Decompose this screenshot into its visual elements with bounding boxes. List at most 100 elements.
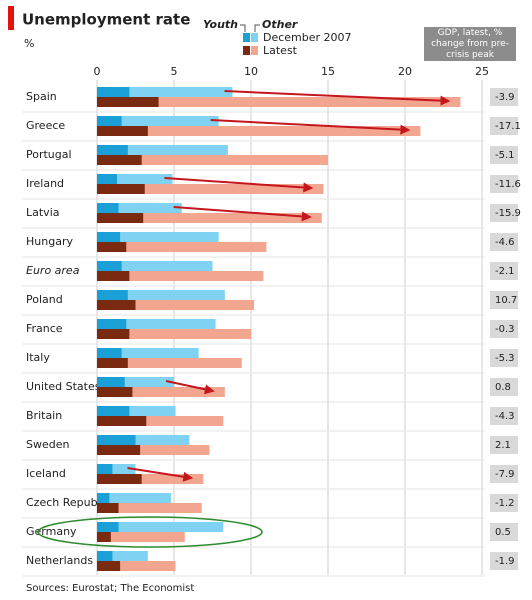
bar-other	[97, 155, 142, 165]
bar-other	[97, 406, 130, 416]
bar-other	[97, 126, 148, 136]
gdp-header: GDP, latest, % change from pre-crisis pe…	[424, 27, 516, 61]
bar-other	[97, 348, 122, 358]
gdp-box	[490, 175, 518, 193]
gdp-box	[490, 291, 518, 309]
category-label: Britain	[26, 409, 62, 422]
bar-youth	[97, 145, 228, 155]
category-label: Euro area	[26, 264, 80, 277]
gdp-value: -17.1	[495, 121, 521, 132]
gdp-box	[490, 552, 518, 570]
bar-youth	[97, 174, 173, 184]
gdp-value: -1.2	[495, 498, 515, 509]
bar-youth	[97, 377, 174, 387]
bar-other	[97, 145, 128, 155]
bar-youth	[97, 97, 461, 107]
bar-youth	[97, 561, 176, 571]
gdp-value: -3.9	[495, 92, 515, 103]
legend-group-label: Other	[262, 18, 298, 31]
bar-youth	[97, 474, 204, 484]
gdp-value: -5.1	[495, 150, 515, 161]
bar-youth	[97, 329, 251, 339]
legend-swatch	[251, 46, 258, 55]
bar-youth	[97, 522, 224, 532]
bar-youth	[97, 435, 190, 445]
gdp-value: -11.6	[495, 179, 521, 190]
unit-label: %	[24, 37, 34, 50]
gdp-box	[490, 146, 518, 164]
arrow	[224, 90, 451, 106]
gdp-box	[490, 88, 518, 106]
bar-other	[97, 300, 136, 310]
bar-other	[97, 551, 113, 561]
legend-group-label: Youth	[203, 18, 238, 31]
bar-youth	[97, 300, 255, 310]
arrow	[165, 380, 215, 395]
bar-youth	[97, 358, 242, 368]
gdp-value: -4.6	[495, 237, 515, 248]
bar-other	[97, 493, 110, 503]
category-label: Poland	[26, 293, 63, 306]
bar-youth	[97, 416, 224, 426]
bar-other	[97, 503, 119, 513]
brand-mark	[8, 6, 14, 30]
x-tick-label: 10	[244, 65, 258, 78]
bar-youth	[97, 551, 148, 561]
legend-swatch	[243, 33, 250, 42]
category-label: Germany	[26, 525, 77, 538]
bar-youth	[97, 213, 322, 223]
category-label: Netherlands	[26, 554, 93, 567]
x-tick-label: 25	[475, 65, 489, 78]
gdp-box	[490, 262, 518, 280]
gdp-value: -4.3	[495, 411, 515, 422]
bar-other	[97, 387, 133, 397]
category-label: Latvia	[26, 206, 60, 219]
gdp-value: -2.1	[495, 266, 515, 277]
x-tick-label: 20	[398, 65, 412, 78]
gdp-value: -7.9	[495, 469, 515, 480]
bar-other	[97, 329, 130, 339]
gdp-value: 2.1	[495, 440, 511, 451]
bar-other	[97, 261, 122, 271]
source: Sources: Eurostat; The Economist	[26, 583, 194, 594]
bar-youth	[97, 87, 233, 97]
bar-youth	[97, 503, 202, 513]
gdp-value: -0.3	[495, 324, 515, 335]
legend-swatch	[243, 46, 250, 55]
arrow	[127, 467, 194, 482]
gdp-value: 10.7	[495, 295, 517, 306]
legend-label: December 2007	[263, 31, 352, 44]
gdp-value: 0.8	[495, 382, 511, 393]
category-label: Sweden	[26, 438, 69, 451]
bar-other	[97, 97, 159, 107]
bar-youth	[97, 242, 267, 252]
bar-other	[97, 319, 127, 329]
bar-other	[97, 445, 141, 455]
bar-youth	[97, 319, 216, 329]
gdp-box	[490, 523, 518, 541]
category-label: Greece	[26, 119, 65, 132]
gdp-box	[490, 349, 518, 367]
category-label: Italy	[26, 351, 50, 364]
gdp-box	[490, 233, 518, 251]
bar-youth	[97, 445, 210, 455]
bar-other	[97, 561, 121, 571]
bar-other	[97, 184, 145, 194]
gdp-box	[490, 494, 518, 512]
bar-youth	[97, 232, 219, 242]
gdp-box	[490, 436, 518, 454]
bar-youth	[97, 387, 225, 397]
bar-other	[97, 532, 111, 542]
category-label: France	[26, 322, 63, 335]
arrow	[210, 119, 411, 135]
chart-title: Unemployment rate	[22, 11, 190, 29]
gdp-value: -15.9	[495, 208, 521, 219]
legend-swatch	[251, 33, 258, 42]
legend-bracket	[240, 24, 260, 32]
bar-other	[97, 242, 127, 252]
highlight-ring	[37, 516, 263, 548]
gdp-box	[490, 407, 518, 425]
bar-youth	[97, 155, 328, 165]
gdp-box	[490, 320, 518, 338]
